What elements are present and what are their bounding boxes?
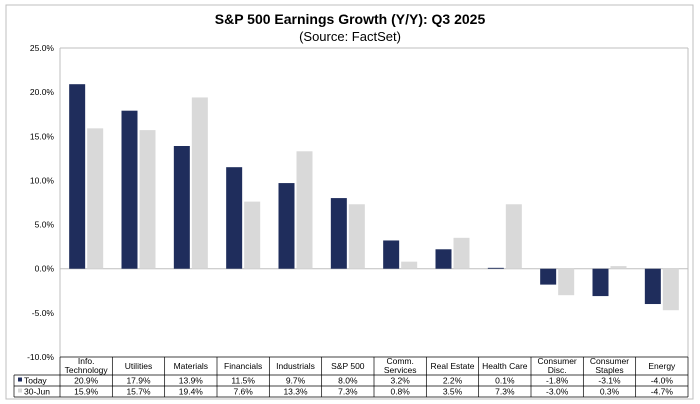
category-label-line: Staples: [595, 365, 623, 375]
category-label-line: Consumer: [538, 356, 577, 366]
table-value: 0.3%: [600, 387, 620, 397]
y-tick-label: 0.0%: [35, 264, 55, 274]
table-value: 7.3%: [495, 387, 515, 397]
category-label-line: Technology: [65, 365, 109, 375]
bar-30-jun: [453, 237, 470, 269]
legend-label: 30-Jun: [24, 387, 50, 397]
category-label-line: Materials: [174, 361, 208, 371]
bar-today: [69, 84, 86, 269]
table-value: -3.0%: [546, 387, 569, 397]
bar-today: [435, 249, 452, 269]
y-tick-label: 25.0%: [30, 43, 55, 53]
table-value: 3.2%: [390, 376, 410, 386]
category-label: Consumer Staples: [590, 356, 629, 375]
table-value: 15.7%: [126, 387, 151, 397]
category-label-line: Real Estate: [431, 361, 475, 371]
bar-30-jun: [139, 130, 156, 269]
category-label: Health Care: [482, 361, 528, 371]
bar-30-jun: [610, 266, 627, 269]
category-label-line: Financials: [224, 361, 262, 371]
y-tick-label: 10.0%: [30, 175, 55, 185]
category-label-line: Services: [384, 365, 417, 375]
table-value: 7.3%: [338, 387, 358, 397]
table-value: 0.1%: [495, 376, 515, 386]
category-label: Consumer Disc.: [538, 356, 577, 375]
category-label: Utilities: [125, 361, 152, 371]
bar-30-jun: [87, 128, 104, 269]
y-tick-label: -5.0%: [32, 308, 55, 318]
table-value: 0.8%: [390, 387, 410, 397]
chart-border: [5, 4, 694, 400]
table-value: 20.9%: [74, 376, 99, 386]
category-label-line: Industrials: [276, 361, 315, 371]
table-value: -4.0%: [651, 376, 674, 386]
y-tick-label: -10.0%: [27, 352, 54, 362]
table-value: 11.5%: [231, 376, 255, 386]
bar-30-jun: [401, 261, 418, 269]
y-tick-label: 15.0%: [30, 131, 55, 141]
bar-today: [278, 183, 295, 269]
table-value: 15.9%: [74, 387, 99, 397]
bar-today: [121, 110, 138, 269]
category-label-line: Comm.: [386, 356, 413, 366]
y-tick-label: 5.0%: [35, 220, 55, 230]
category-label: S&P 500: [331, 361, 365, 371]
table-value: 9.7%: [286, 376, 306, 386]
chart-title: S&P 500 Earnings Growth (Y/Y): Q3 2025: [215, 11, 486, 27]
category-label-line: S&P 500: [331, 361, 365, 371]
bar-today: [644, 268, 661, 305]
bar-today: [173, 145, 190, 269]
category-label-line: Disc.: [548, 365, 567, 375]
category-label-line: Health Care: [482, 361, 528, 371]
bar-30-jun: [244, 201, 261, 269]
category-label-line: Info.: [78, 356, 95, 366]
table-value: 3.5%: [443, 387, 463, 397]
category-label-line: Consumer: [590, 356, 629, 366]
bar-today: [592, 268, 609, 297]
category-label: Materials: [174, 361, 208, 371]
table-value: -4.7%: [651, 387, 674, 397]
legend-label: Today: [24, 376, 47, 386]
bar-30-jun: [296, 151, 313, 269]
bar-30-jun: [191, 97, 208, 269]
table-value: 17.9%: [126, 376, 151, 386]
bar-30-jun: [558, 268, 575, 296]
bar-today: [383, 240, 400, 269]
category-label: Financials: [224, 361, 262, 371]
bar-today: [330, 198, 347, 269]
bar-30-jun: [505, 204, 522, 269]
bar-30-jun: [348, 204, 365, 269]
legend-swatch: [18, 377, 22, 382]
table-value: -1.8%: [546, 376, 569, 386]
category-label: Industrials: [276, 361, 315, 371]
chart-subtitle: (Source: FactSet): [299, 29, 401, 44]
table-value: 2.2%: [443, 376, 463, 386]
table-value: 13.9%: [179, 376, 204, 386]
legend-swatch: [18, 388, 22, 393]
table-value: 8.0%: [338, 376, 358, 386]
category-label-line: Utilities: [125, 361, 152, 371]
bar-today: [487, 267, 504, 269]
category-label: Real Estate: [431, 361, 475, 371]
table-value: 19.4%: [179, 387, 204, 397]
table-value: -3.1%: [598, 376, 621, 386]
category-label: Info. Technology: [65, 356, 109, 375]
bar-today: [540, 268, 557, 285]
category-label: Comm. Services: [384, 356, 417, 375]
bar-today: [226, 167, 243, 269]
category-label-line: Energy: [648, 361, 676, 371]
table-value: 7.6%: [233, 387, 253, 397]
y-tick-label: 20.0%: [30, 87, 55, 97]
bar-30-jun: [662, 268, 679, 311]
table-value: 13.3%: [283, 387, 308, 397]
category-label: Energy: [648, 361, 676, 371]
